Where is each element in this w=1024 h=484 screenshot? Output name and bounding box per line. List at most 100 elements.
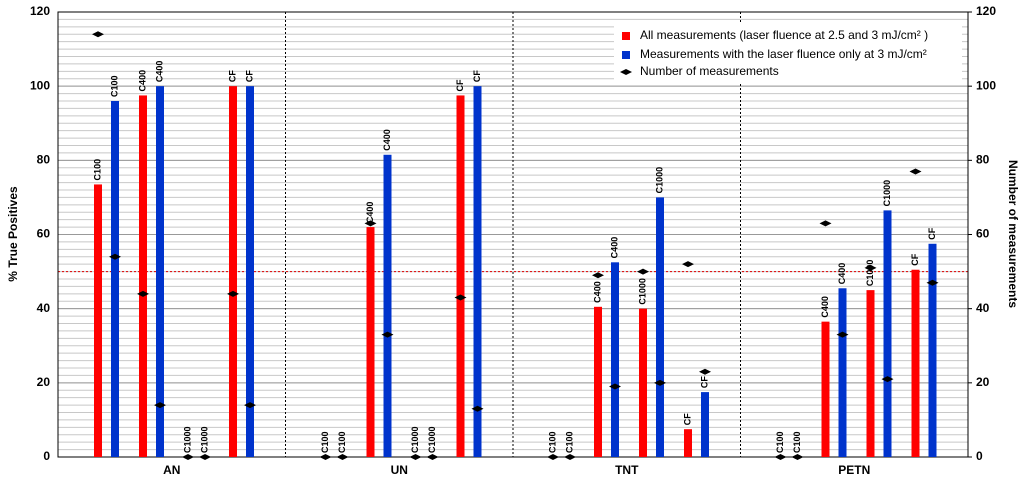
diamond-marker (881, 376, 894, 383)
bar (684, 429, 692, 457)
bar-label: C100 (109, 75, 119, 97)
bar-label: C100 (775, 431, 785, 453)
diamond-marker (244, 402, 256, 409)
bar-label: CF (227, 70, 237, 82)
diamond-marker (182, 454, 194, 460)
bar-label: CF (472, 70, 482, 82)
bar-label: C100 (320, 431, 330, 453)
bar (701, 392, 709, 457)
x-tick-label: PETN (838, 463, 870, 477)
y2-tick-label: 80 (976, 153, 990, 167)
y2-tick-label: 60 (976, 227, 990, 241)
bar (473, 86, 482, 458)
bar-label: C400 (837, 263, 847, 285)
legend-marker (622, 32, 630, 40)
bar-label: C400 (365, 202, 375, 224)
diamond-marker (336, 454, 349, 460)
legend-label: All measurements (laser fluence at 2.5 a… (640, 28, 928, 42)
bar (928, 243, 937, 457)
x-tick-label: TNT (615, 463, 639, 477)
bar-label: C1000 (882, 180, 892, 207)
y2-axis-label: Number of measurements (1006, 160, 1020, 308)
bar (139, 95, 147, 457)
bar-label: CF (699, 376, 709, 388)
bar-label: C400 (137, 70, 147, 92)
diamond-marker (319, 454, 332, 460)
diamond-marker (682, 261, 694, 268)
y-axis-label: % True Positives (6, 186, 20, 282)
bar-label: CF (910, 253, 920, 265)
bar (594, 306, 602, 457)
plot-frame (57, 11, 969, 458)
bar (111, 101, 119, 457)
bar-label: C400 (592, 281, 602, 303)
bar-label: C1000 (637, 278, 647, 305)
bar-label: C1000 (182, 426, 192, 453)
diamond-marker (471, 405, 484, 412)
bar-label: C100 (92, 159, 102, 181)
bar-label: C1000 (654, 167, 664, 194)
diamond-marker (364, 220, 377, 227)
bar-label: C1000 (199, 426, 209, 453)
bar-label: C100 (337, 431, 347, 453)
bar (156, 86, 164, 458)
diamond-marker (864, 264, 877, 271)
bar (656, 197, 664, 457)
bar (639, 308, 647, 457)
diamond-marker (564, 454, 576, 460)
y2-tick-label: 40 (976, 301, 990, 315)
diamond-marker (381, 331, 394, 338)
bar-label: C400 (154, 61, 164, 83)
y2-tick-label: 20 (976, 375, 990, 389)
bar-label: C100 (547, 431, 557, 453)
bar-label: C400 (820, 296, 830, 318)
x-tick-label: AN (163, 463, 180, 477)
legend-marker (622, 51, 630, 59)
diamond-marker (137, 290, 149, 297)
y-tick-label: 40 (37, 301, 51, 315)
bar (911, 269, 920, 457)
bar-label: C100 (792, 431, 802, 453)
diamond-marker (409, 454, 422, 460)
legend-label: Number of measurements (640, 64, 779, 78)
bar-label: CF (682, 413, 692, 425)
diamond-marker (609, 383, 621, 390)
bar-label: CF (244, 70, 254, 82)
diamond-marker (909, 168, 922, 175)
diamond-marker (791, 454, 804, 460)
diamond-marker (199, 454, 211, 460)
y-tick-label: 60 (37, 227, 51, 241)
bar-label: C100 (564, 431, 574, 453)
bar (883, 210, 892, 457)
diamond-marker (109, 253, 121, 260)
bar-label: C1000 (410, 426, 420, 453)
legend-bg (614, 24, 962, 82)
bar (229, 86, 237, 458)
y-tick-label: 20 (37, 375, 51, 389)
bar (456, 95, 465, 457)
diamond-marker (699, 368, 711, 375)
bar-label: CF (455, 79, 465, 91)
bar-label: C400 (609, 237, 619, 259)
bar (383, 154, 392, 458)
diamond-marker (547, 454, 559, 460)
diamond-marker (154, 402, 166, 409)
diamond-marker (227, 290, 239, 297)
y-tick-label: 80 (37, 153, 51, 167)
diamond-marker (774, 454, 787, 460)
legend-label: Measurements with the laser fluence only… (640, 47, 927, 61)
y-tick-label: 0 (43, 449, 50, 463)
bar (611, 262, 619, 457)
y-tick-label: 120 (30, 4, 50, 18)
diamond-marker (592, 272, 604, 279)
diamond-marker (654, 379, 666, 386)
diamond-marker (92, 31, 104, 38)
diamond-marker (637, 268, 649, 275)
y2-tick-label: 0 (976, 449, 983, 463)
bar (94, 184, 102, 457)
diamond-marker (454, 294, 467, 301)
y2-tick-label: 100 (976, 78, 996, 92)
bar-label: C1000 (865, 260, 875, 287)
diamond-marker (819, 220, 832, 227)
